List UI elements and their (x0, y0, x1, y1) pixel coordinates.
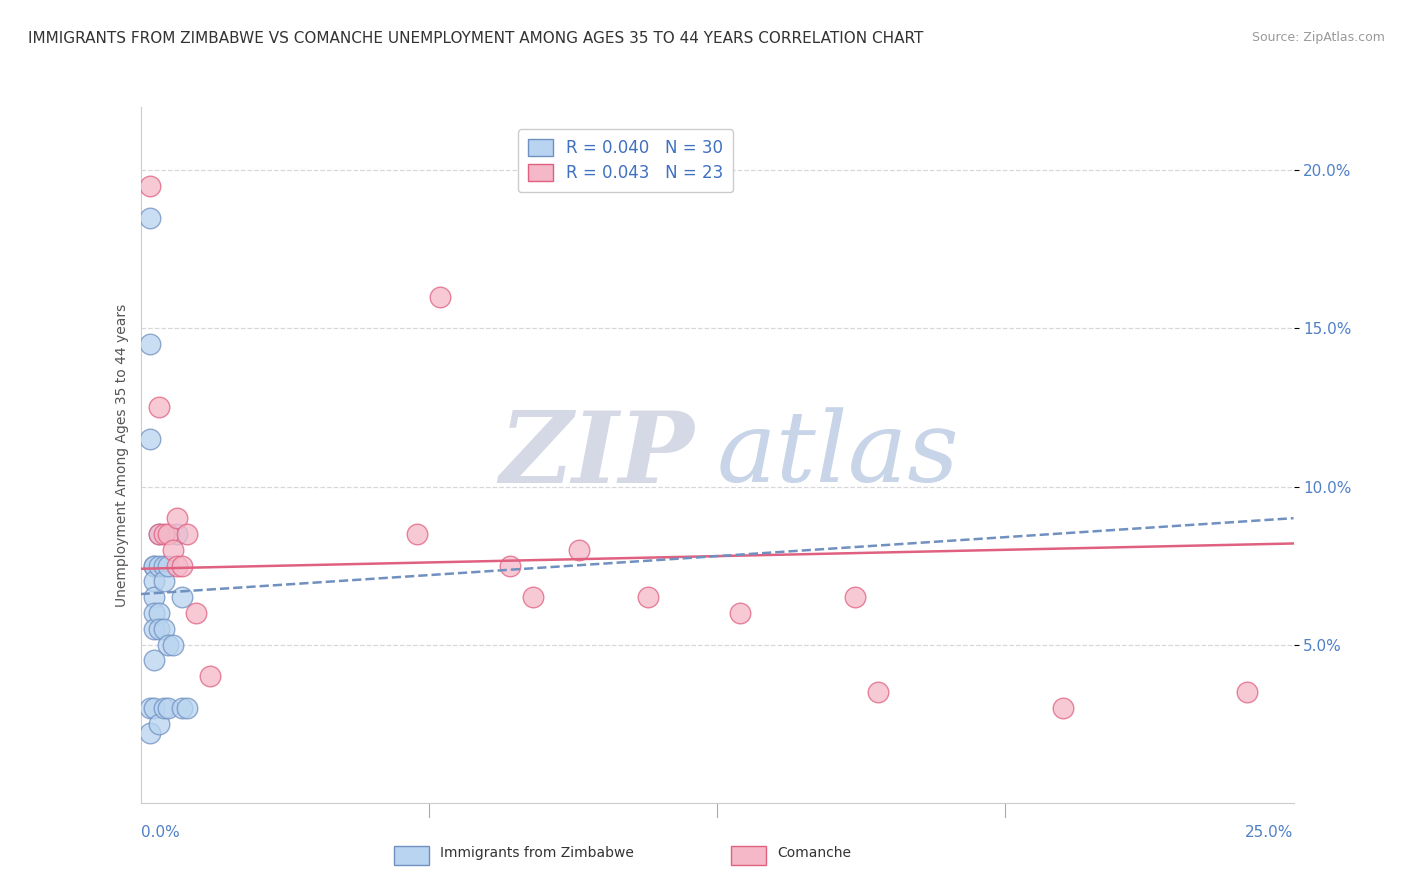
Point (148, 401, 170, 415)
Point (522, 591, 544, 605)
Point (157, 701, 180, 715)
Text: ZIP: ZIP (499, 407, 695, 503)
Text: 0.0%: 0.0% (141, 825, 180, 840)
Point (143, 558, 166, 573)
Point (157, 558, 180, 573)
Point (868, 685, 890, 699)
Point (198, 669, 221, 683)
Point (152, 574, 174, 589)
Point (844, 591, 866, 605)
Point (143, 701, 166, 715)
Point (498, 558, 520, 573)
Point (176, 701, 198, 715)
Point (162, 542, 184, 557)
Point (166, 527, 188, 541)
Point (172, 701, 194, 715)
Point (176, 527, 198, 541)
Point (139, 432, 162, 446)
Point (143, 558, 166, 573)
Point (406, 527, 429, 541)
Point (152, 622, 174, 636)
Point (152, 527, 174, 541)
Point (1236, 685, 1258, 699)
Point (148, 716, 170, 731)
Point (152, 701, 174, 715)
Point (172, 591, 194, 605)
Point (1052, 701, 1074, 715)
Point (143, 574, 166, 589)
Text: Source: ZipAtlas.com: Source: ZipAtlas.com (1251, 31, 1385, 45)
Point (148, 558, 170, 573)
Point (184, 606, 207, 620)
Text: 25.0%: 25.0% (1246, 825, 1294, 840)
Point (157, 638, 180, 652)
Point (139, 726, 162, 740)
Point (166, 558, 188, 573)
Point (157, 527, 180, 541)
Point (139, 701, 162, 715)
Point (143, 653, 166, 667)
Text: IMMIGRANTS FROM ZIMBABWE VS COMANCHE UNEMPLOYMENT AMONG AGES 35 TO 44 YEARS CORR: IMMIGRANTS FROM ZIMBABWE VS COMANCHE UNE… (28, 31, 924, 46)
Point (148, 527, 170, 541)
Text: atlas: atlas (717, 408, 960, 502)
Text: Immigrants from Zimbabwe: Immigrants from Zimbabwe (440, 846, 634, 860)
Point (172, 558, 194, 573)
Legend: R = 0.040   N = 30, R = 0.043   N = 23: R = 0.040 N = 30, R = 0.043 N = 23 (517, 129, 734, 193)
Point (166, 511, 188, 525)
Point (728, 606, 751, 620)
Point (139, 337, 162, 351)
Point (637, 591, 659, 605)
Point (568, 542, 591, 557)
Point (139, 179, 162, 194)
Y-axis label: Unemployment Among Ages 35 to 44 years: Unemployment Among Ages 35 to 44 years (115, 303, 129, 607)
Text: Comanche: Comanche (778, 846, 852, 860)
Point (148, 622, 170, 636)
Point (162, 638, 184, 652)
Point (429, 290, 451, 304)
Point (139, 211, 162, 225)
Point (143, 622, 166, 636)
Point (148, 606, 170, 620)
Point (152, 558, 174, 573)
Point (148, 527, 170, 541)
Point (143, 591, 166, 605)
Point (143, 606, 166, 620)
